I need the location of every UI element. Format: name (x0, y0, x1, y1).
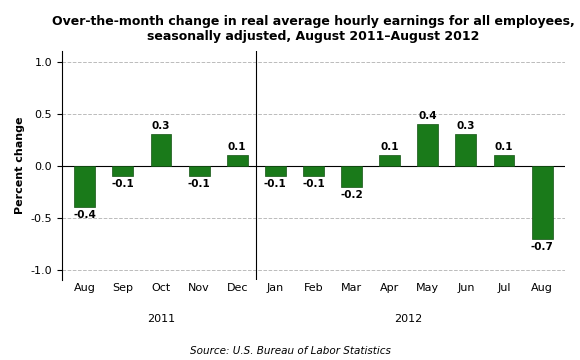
Bar (113, 166, 133, 176)
Text: 0.1: 0.1 (380, 142, 399, 152)
Y-axis label: Percent change: Percent change (15, 117, 25, 215)
Text: Source: U.S. Bureau of Labor Statistics: Source: U.S. Bureau of Labor Statistics (190, 346, 390, 356)
Bar (303, 166, 324, 176)
Bar (379, 155, 400, 166)
Bar (418, 124, 438, 166)
Bar (74, 166, 95, 207)
Text: 0.3: 0.3 (152, 121, 171, 131)
Bar (455, 134, 476, 166)
Bar (532, 166, 553, 239)
Bar (188, 166, 209, 176)
Text: -0.1: -0.1 (188, 179, 211, 189)
Text: -0.1: -0.1 (111, 179, 134, 189)
Bar (341, 166, 362, 186)
Text: -0.1: -0.1 (302, 179, 325, 189)
Text: 2012: 2012 (394, 314, 423, 324)
Text: 2011: 2011 (147, 314, 175, 324)
Text: 0.1: 0.1 (495, 142, 513, 152)
Text: -0.2: -0.2 (340, 190, 363, 200)
Text: 0.1: 0.1 (228, 142, 246, 152)
Bar (227, 155, 248, 166)
Bar (494, 155, 514, 166)
Text: -0.4: -0.4 (73, 211, 96, 220)
Text: -0.1: -0.1 (264, 179, 287, 189)
Bar (151, 134, 172, 166)
Title: Over-the-month change in real average hourly earnings for all employees,
seasona: Over-the-month change in real average ho… (52, 15, 575, 43)
Text: -0.7: -0.7 (531, 242, 553, 252)
Text: 0.4: 0.4 (419, 111, 437, 121)
Bar (265, 166, 286, 176)
Text: 0.3: 0.3 (456, 121, 475, 131)
